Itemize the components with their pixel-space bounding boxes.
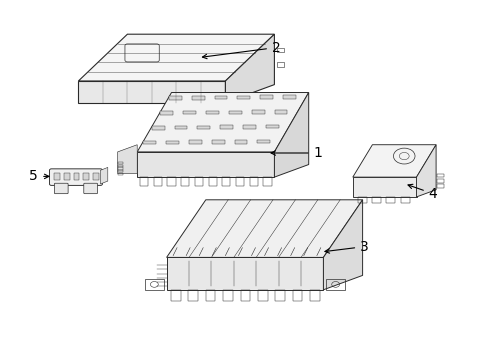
Bar <box>206 111 219 114</box>
Text: 3: 3 <box>325 240 369 253</box>
Text: 4: 4 <box>408 184 438 201</box>
Bar <box>222 177 230 186</box>
Bar <box>223 290 233 301</box>
Bar <box>188 290 198 301</box>
Text: 1: 1 <box>271 146 322 160</box>
Bar <box>437 184 444 188</box>
Bar <box>310 290 320 301</box>
Bar <box>326 279 345 290</box>
Polygon shape <box>353 177 416 197</box>
Polygon shape <box>416 145 436 197</box>
Bar <box>93 173 99 180</box>
Bar <box>241 290 250 301</box>
Bar <box>192 96 204 100</box>
FancyBboxPatch shape <box>84 183 98 194</box>
Bar <box>277 62 284 67</box>
Bar <box>437 179 444 183</box>
Polygon shape <box>323 200 363 290</box>
Polygon shape <box>137 152 274 177</box>
Bar <box>140 177 148 186</box>
Bar <box>293 290 302 301</box>
Polygon shape <box>118 145 137 174</box>
Bar <box>152 126 165 130</box>
FancyBboxPatch shape <box>54 183 68 194</box>
Bar <box>243 125 256 129</box>
Bar <box>283 95 296 99</box>
Bar <box>258 290 268 301</box>
Bar <box>238 96 250 99</box>
Bar <box>118 165 123 167</box>
Bar <box>250 177 258 186</box>
Bar <box>274 110 288 114</box>
Bar <box>74 173 79 180</box>
Bar <box>215 96 227 99</box>
Polygon shape <box>274 93 309 177</box>
Bar <box>154 177 162 186</box>
Bar <box>64 173 70 180</box>
Bar <box>118 170 123 172</box>
Polygon shape <box>353 145 436 177</box>
Text: 5: 5 <box>29 170 49 183</box>
Bar <box>257 140 270 143</box>
Bar <box>372 197 381 203</box>
Bar <box>181 177 189 186</box>
Bar <box>206 290 216 301</box>
Bar <box>252 111 265 114</box>
Bar <box>174 126 187 129</box>
Bar <box>260 95 273 99</box>
Bar <box>118 173 123 175</box>
Bar <box>166 141 179 144</box>
Bar <box>197 126 210 129</box>
FancyBboxPatch shape <box>49 169 102 185</box>
Bar <box>212 140 224 144</box>
Bar <box>145 279 164 290</box>
Bar <box>160 111 173 115</box>
Bar <box>437 174 444 177</box>
Bar <box>266 125 279 129</box>
Bar <box>209 177 217 186</box>
Bar <box>358 197 367 203</box>
Bar <box>277 48 284 52</box>
Bar <box>189 140 202 144</box>
Bar <box>83 173 89 180</box>
Bar <box>143 141 156 144</box>
Polygon shape <box>167 200 363 257</box>
Polygon shape <box>100 167 108 184</box>
Polygon shape <box>137 93 309 152</box>
Text: 2: 2 <box>202 41 281 59</box>
Bar <box>229 111 242 114</box>
Polygon shape <box>78 34 274 81</box>
Polygon shape <box>225 34 274 103</box>
Bar <box>54 173 60 180</box>
Bar <box>275 290 285 301</box>
Bar <box>118 162 123 164</box>
Bar <box>118 167 123 170</box>
Bar <box>235 140 247 144</box>
Polygon shape <box>167 257 323 290</box>
Polygon shape <box>78 81 225 103</box>
Bar <box>386 197 395 203</box>
Bar <box>183 111 196 114</box>
Bar <box>195 177 203 186</box>
Bar <box>220 125 233 129</box>
Bar <box>168 177 175 186</box>
Bar <box>264 177 271 186</box>
Bar <box>236 177 244 186</box>
Bar <box>401 197 410 203</box>
Bar <box>171 290 180 301</box>
Bar <box>169 96 182 100</box>
